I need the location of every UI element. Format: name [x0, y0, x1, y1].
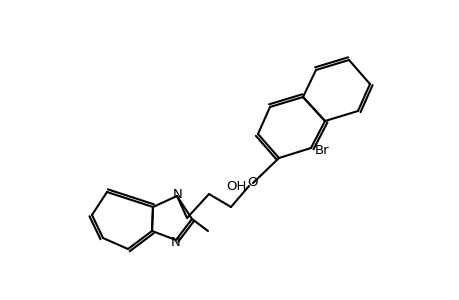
Text: N: N	[173, 188, 183, 202]
Text: O: O	[247, 176, 257, 190]
Text: OH: OH	[225, 179, 246, 193]
Text: N: N	[171, 236, 180, 248]
Text: Br: Br	[314, 143, 329, 157]
